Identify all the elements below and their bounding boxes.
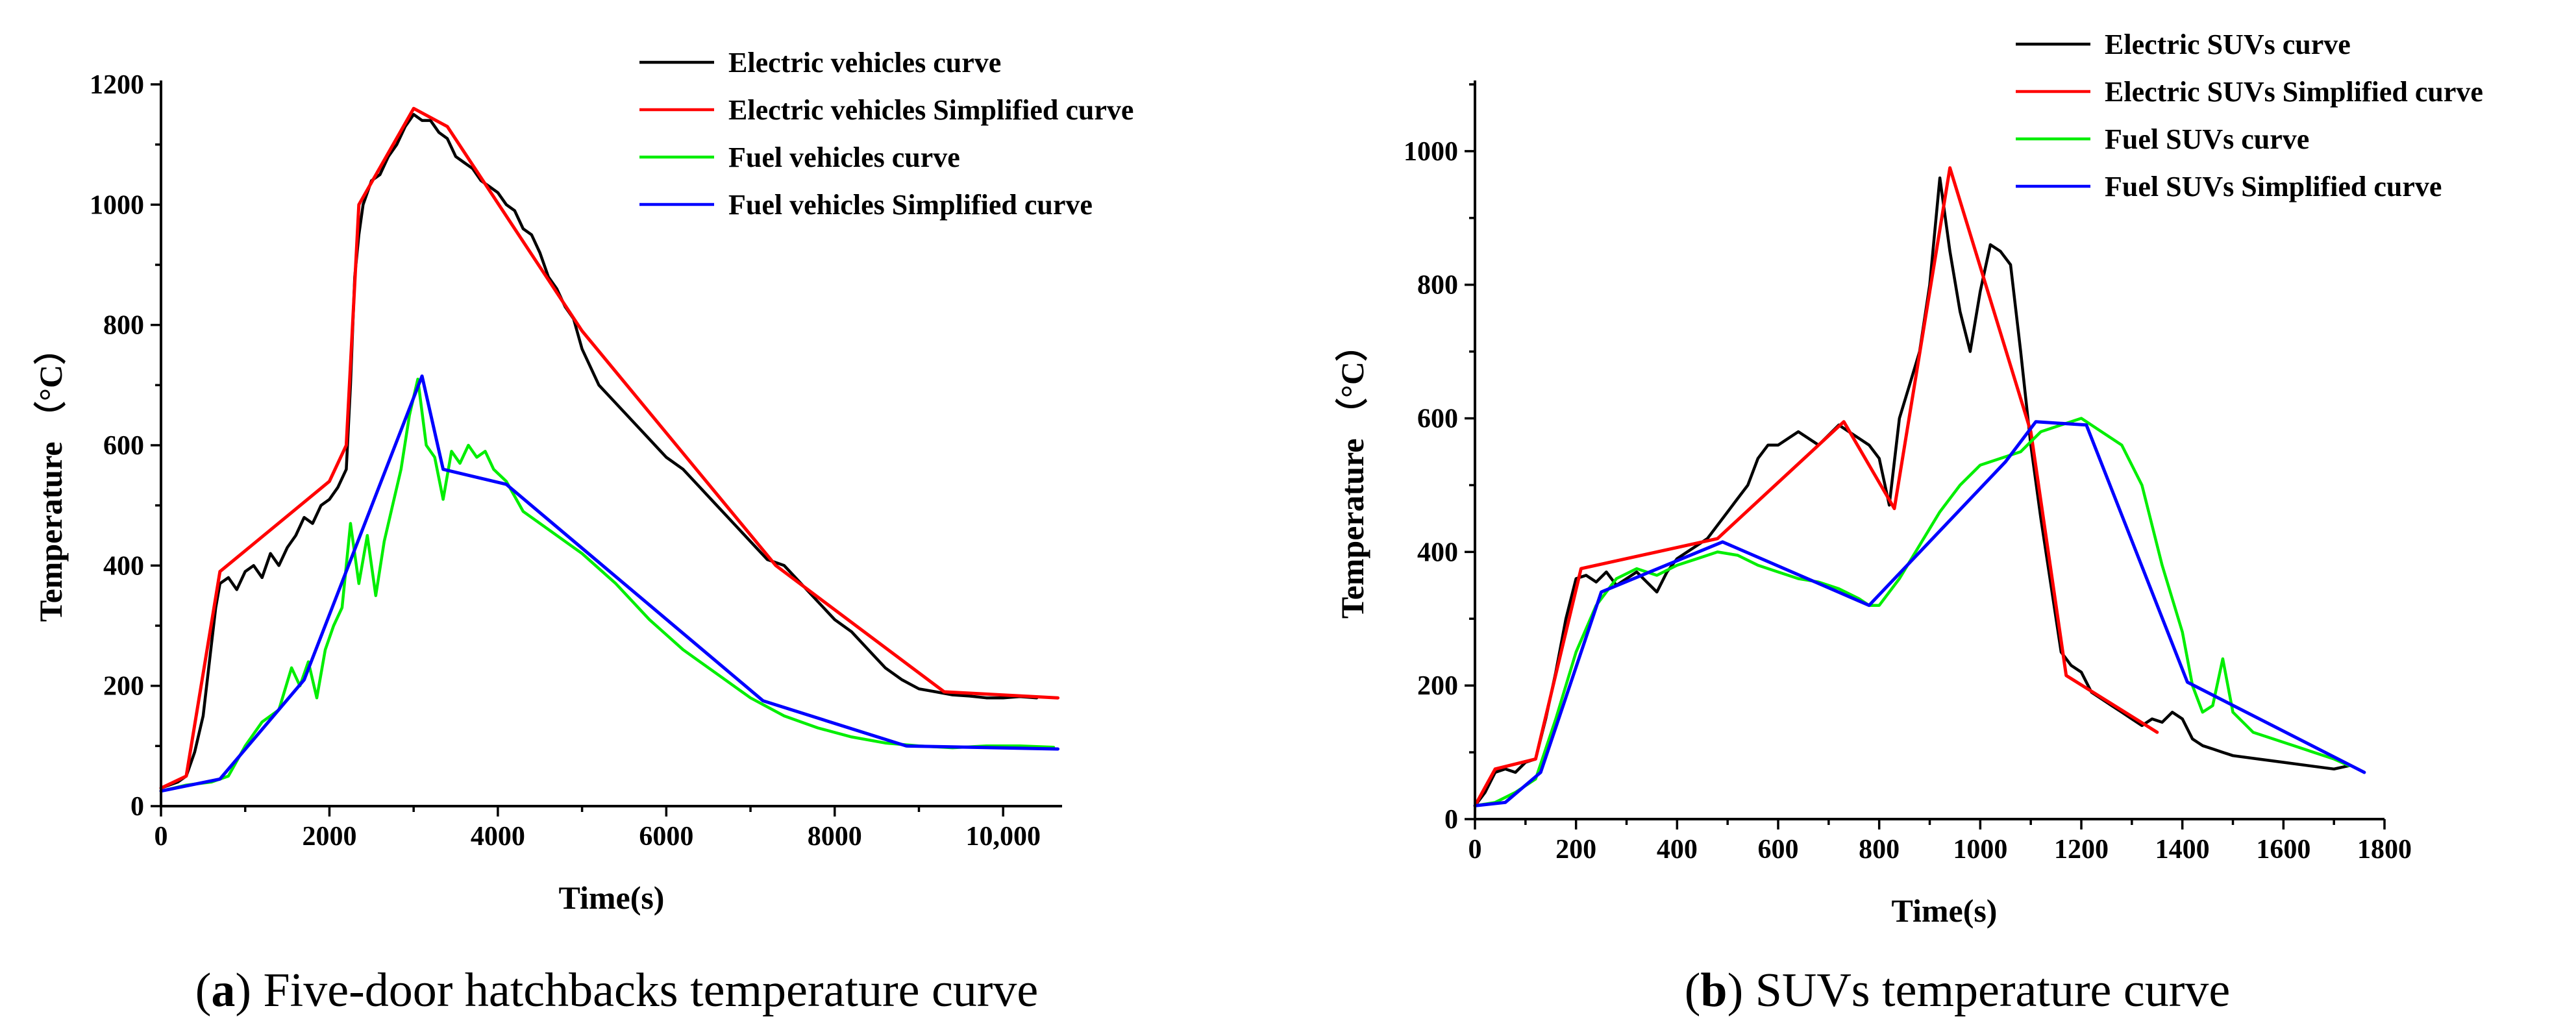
panel-b-x-tick-label: 1400 bbox=[2155, 835, 2210, 865]
panel-a-legend-label-2: Electric vehicles Simplified curve bbox=[728, 94, 1133, 126]
panel-b-legend-label-3: Fuel SUVs curve bbox=[2105, 123, 2309, 155]
panel-a-axes: 0 2000 4000 6000 8000 10,000 0 200 400 600 800 1000… bbox=[90, 70, 1062, 852]
panel-b-y-tick-label: 1000 bbox=[1404, 137, 1458, 167]
panel-a-x-tick-label: 8000 bbox=[808, 822, 862, 852]
panel-a-legend-label-1: Electric vehicles curve bbox=[728, 47, 1001, 79]
panel-a-y-axis-title: Temperature （°C） bbox=[32, 332, 69, 622]
panel-b-caption-text: SUVs temperature curve bbox=[1743, 964, 2230, 1017]
panel-a-caption: (a) Five-door hatchbacks temperature cur… bbox=[195, 964, 1039, 1017]
panel-b-x-tick-label: 1200 bbox=[2054, 835, 2109, 865]
panel-a-y-tick-label: 800 bbox=[103, 311, 144, 341]
panel-b-y-axis-title: Temperature （°C） bbox=[1334, 329, 1370, 619]
panel-b-y-tick-label: 0 bbox=[1444, 805, 1458, 835]
panel-b-series-3-line bbox=[1473, 417, 2351, 807]
panel-a-y-tick-label: 1200 bbox=[90, 70, 144, 100]
panel-b-x-tick-label: 1000 bbox=[1953, 835, 2007, 865]
panel-a-series-4-line bbox=[159, 374, 1059, 793]
panel-b-x-tick-label: 1600 bbox=[2256, 835, 2310, 865]
panel-b-suvs-chart: 0 200 400 600 800 1000 1200 1400 1600 1800 0 200 400… bbox=[1334, 29, 2483, 1017]
panel-a-y-tick-label: 400 bbox=[103, 551, 144, 581]
panel-a-y-tick-label: 0 bbox=[130, 792, 144, 822]
panel-a-caption-letter: a bbox=[211, 964, 235, 1017]
panel-b-caption: (b) SUVs temperature curve bbox=[1685, 964, 2230, 1017]
panel-b-x-tick-label: 400 bbox=[1657, 835, 1698, 865]
panel-b-x-tick-label: 600 bbox=[1758, 835, 1799, 865]
panel-b-x-tick-label: 800 bbox=[1859, 835, 1900, 865]
panel-b-axes: 0 200 400 600 800 1000 1200 1400 1600 1800 0 200 400… bbox=[1404, 80, 2412, 865]
panel-a-x-tick-label: 10,000 bbox=[965, 822, 1041, 852]
panel-b-series-2-line bbox=[1473, 166, 2159, 807]
panel-b-y-tick-label: 800 bbox=[1417, 271, 1458, 301]
panel-a-x-tick-label: 6000 bbox=[639, 822, 693, 852]
panel-a-legend-label-4: Fuel vehicles Simplified curve bbox=[728, 189, 1093, 221]
panel-a-series-3-line bbox=[159, 377, 1056, 793]
panel-a-series-layer bbox=[159, 106, 1059, 793]
panel-a-legend: Electric vehicles curve Electric vehicles… bbox=[639, 47, 1133, 221]
panel-a-y-tick-label: 200 bbox=[103, 672, 144, 702]
panel-b-caption-letter: b bbox=[1700, 964, 1727, 1017]
panel-a-x-axis-title: Time(s) bbox=[559, 879, 665, 916]
panel-b-legend-label-2: Electric SUVs Simplified curve bbox=[2105, 76, 2483, 108]
panel-b-series-layer bbox=[1473, 166, 2366, 807]
panel-a-y-tick-label: 1000 bbox=[90, 190, 144, 220]
panel-b-legend-label-1: Electric SUVs curve bbox=[2105, 29, 2351, 60]
panel-b-legend-label-4: Fuel SUVs Simplified curve bbox=[2105, 171, 2442, 203]
panel-a-legend-label-3: Fuel vehicles curve bbox=[728, 141, 960, 173]
panel-b-x-tick-label: 0 bbox=[1468, 835, 1482, 865]
panel-b-x-axis-title: Time(s) bbox=[1892, 892, 1998, 929]
panel-a-series-1-line bbox=[159, 113, 1039, 790]
panel-b-y-tick-label: 400 bbox=[1417, 537, 1458, 567]
panel-a-hatchbacks-chart: 0 2000 4000 6000 8000 10,000 0 200 400 600 800 1000… bbox=[32, 47, 1133, 1017]
panel-b-y-tick-label: 600 bbox=[1417, 404, 1458, 434]
panel-a-x-tick-label: 2000 bbox=[302, 822, 356, 852]
panel-a-y-tick-label: 600 bbox=[103, 431, 144, 461]
panel-a-series-2-line bbox=[159, 106, 1059, 790]
panel-a-x-tick-label: 0 bbox=[155, 822, 168, 852]
panel-b-y-tick-label: 200 bbox=[1417, 671, 1458, 701]
panel-b-x-tick-label: 1800 bbox=[2357, 835, 2412, 865]
panel-b-x-tick-label: 200 bbox=[1555, 835, 1596, 865]
panel-b-legend: Electric SUVs curve Electric SUVs Simplif… bbox=[2016, 29, 2483, 203]
panel-a-caption-text: Five-door hatchbacks temperature curve bbox=[251, 964, 1038, 1017]
panel-b-series-4-line bbox=[1473, 420, 2366, 807]
panel-b-series-1-line bbox=[1473, 176, 2351, 807]
panel-a-x-tick-label: 4000 bbox=[471, 822, 525, 852]
